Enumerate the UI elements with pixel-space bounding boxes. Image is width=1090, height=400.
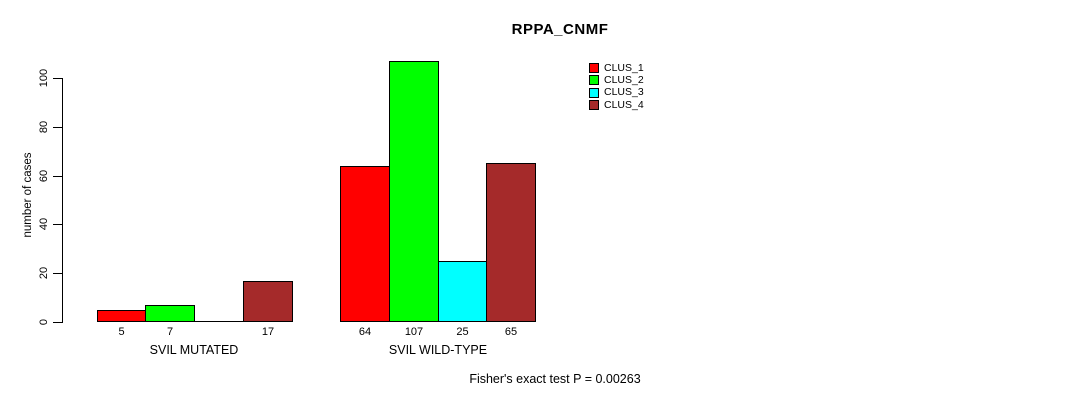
- legend-swatch-clus-1: [589, 63, 599, 74]
- bar-clus-4-group-1: [243, 281, 293, 322]
- y-tick: [53, 322, 62, 323]
- bar-value-label: 7: [166, 326, 174, 338]
- x-group-label: SVIL WILD-TYPE: [388, 343, 488, 357]
- legend-swatch-clus-3: [589, 87, 599, 98]
- bar-value-label: 64: [358, 326, 372, 338]
- y-tick: [53, 224, 62, 225]
- y-tick-label: 20: [38, 266, 50, 280]
- bar-clus-1-group-1: [97, 310, 146, 322]
- y-tick-label: 40: [38, 217, 50, 231]
- legend-swatch-clus-2: [589, 75, 599, 86]
- chart-title: RPPA_CNMF: [511, 21, 609, 38]
- x-group-label: SVIL MUTATED: [149, 343, 239, 357]
- legend-item-clus-2: CLUS_2: [589, 74, 644, 86]
- bar-value-label: 65: [504, 326, 518, 338]
- y-tick-label: 100: [38, 68, 50, 88]
- bar-clus-3-group-2: [438, 261, 487, 322]
- bar-clus-4-group-2: [486, 163, 536, 322]
- legend: CLUS_1 CLUS_2 CLUS_3 CLUS_4: [589, 62, 644, 111]
- y-tick: [53, 176, 62, 177]
- y-tick: [53, 273, 62, 274]
- bar-value-label: 5: [118, 326, 125, 338]
- y-axis-line: [62, 78, 63, 323]
- y-axis-label: number of cases: [22, 152, 34, 238]
- bar-clus-1-group-2: [340, 166, 390, 322]
- legend-label: CLUS_2: [604, 73, 644, 86]
- legend-label: CLUS_4: [604, 98, 644, 111]
- y-tick-label: 80: [38, 120, 50, 134]
- bar-clus-3-group-1: [194, 321, 244, 322]
- legend-swatch-clus-4: [589, 100, 599, 111]
- bar-clus-2-group-1: [145, 305, 195, 322]
- legend-label: CLUS_3: [604, 86, 644, 99]
- legend-item-clus-4: CLUS_4: [589, 99, 644, 111]
- bar-value-label: 25: [456, 326, 469, 338]
- legend-label: CLUS_1: [604, 61, 644, 74]
- y-tick-label: 60: [38, 169, 50, 183]
- bar-clus-2-group-2: [389, 61, 439, 322]
- fisher-test-annotation: Fisher's exact test P = 0.00263: [469, 372, 641, 386]
- legend-item-clus-3: CLUS_3: [589, 87, 644, 99]
- y-tick: [53, 127, 62, 128]
- y-tick-label: 0: [38, 318, 50, 326]
- bar-value-label: 17: [261, 326, 275, 338]
- legend-item-clus-1: CLUS_1: [589, 62, 644, 74]
- y-tick: [53, 78, 62, 79]
- bar-value-label: 107: [404, 326, 424, 338]
